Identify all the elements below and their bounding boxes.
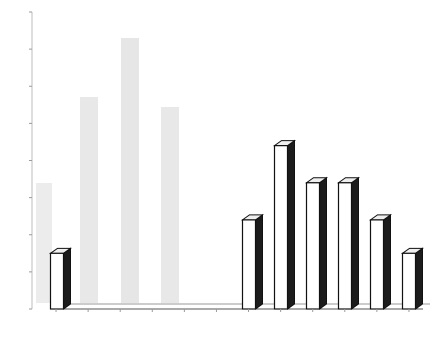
tick-labels	[29, 11, 410, 312]
bar-side-face	[351, 176, 359, 310]
bar-front-face	[273, 145, 289, 310]
bar-front-face	[369, 219, 385, 310]
bar-front-face	[337, 182, 353, 310]
bar-side-face	[287, 139, 295, 310]
bar	[304, 176, 329, 310]
bar-front-face	[241, 219, 257, 310]
bar	[368, 213, 393, 310]
bar	[336, 176, 361, 310]
bar	[240, 213, 265, 310]
bar-side-face	[319, 176, 327, 310]
bars	[48, 139, 425, 310]
bar-front-face	[49, 252, 65, 310]
bar-side-face	[383, 213, 391, 310]
bar-side-face	[255, 213, 263, 310]
bar-front-face	[305, 182, 321, 310]
bar	[48, 247, 73, 310]
bar-front-face	[401, 252, 417, 310]
background-ghost-bars	[36, 38, 179, 303]
bar-side-face	[415, 247, 423, 310]
bar	[400, 247, 425, 310]
bar-side-face	[63, 247, 71, 310]
bar	[272, 139, 297, 310]
